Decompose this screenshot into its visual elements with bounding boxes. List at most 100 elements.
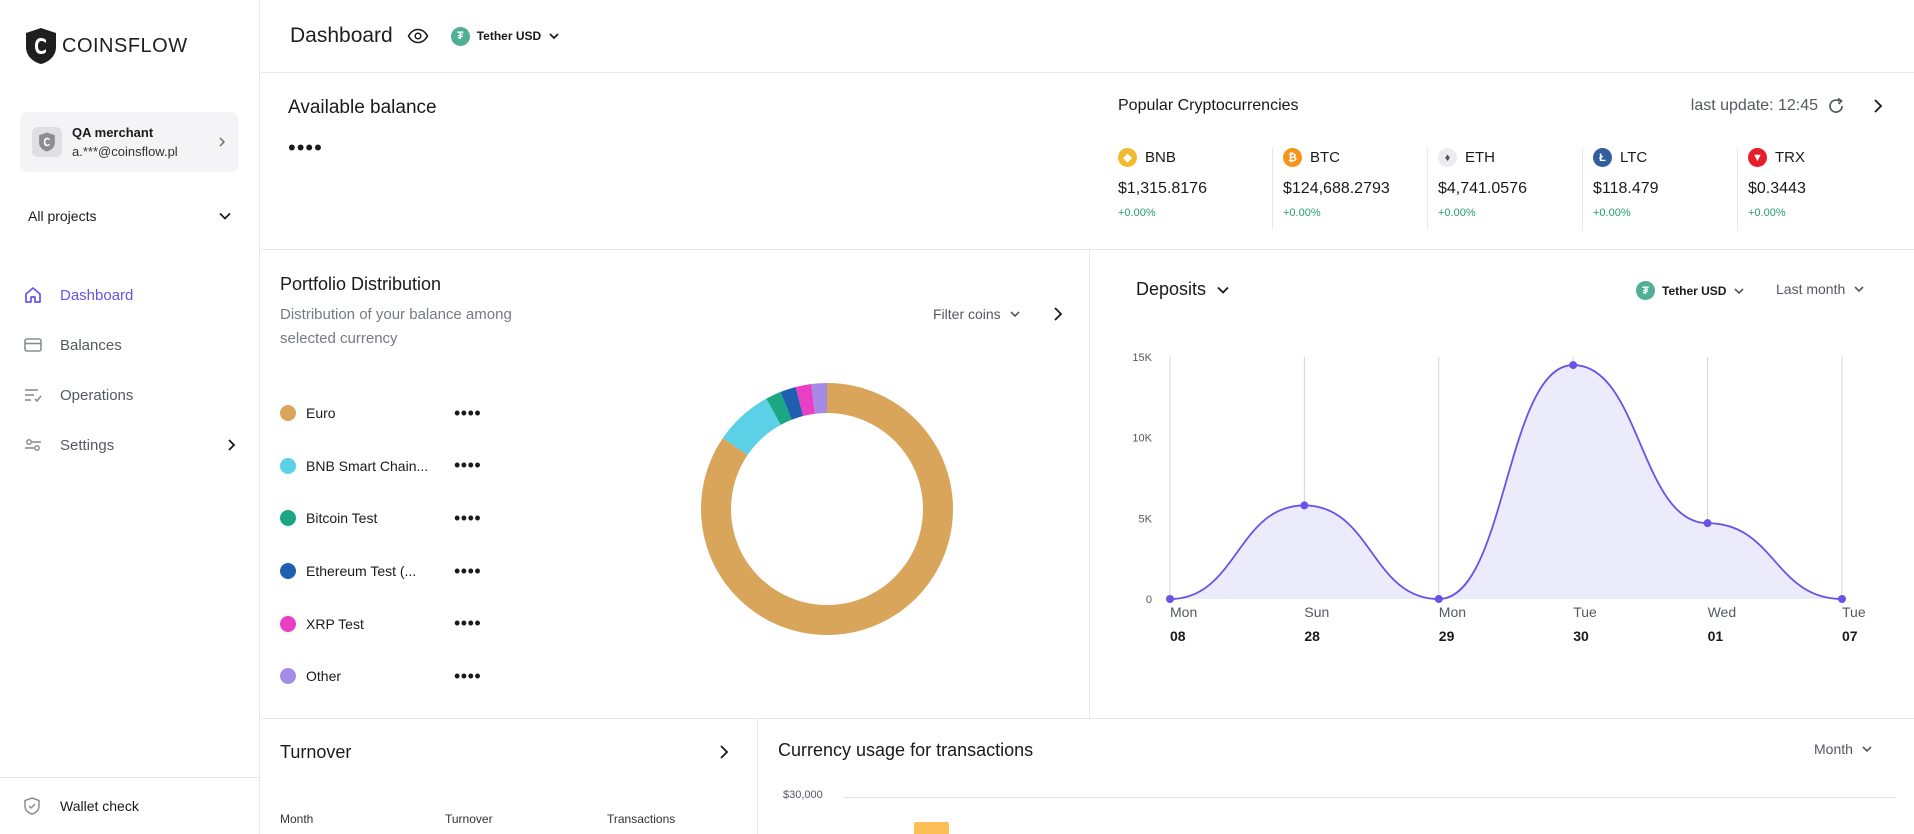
last-update-text: last update: 12:45 [1690,97,1818,114]
legend-label: XRP Test [306,615,364,632]
page-title: Dashboard [290,24,393,47]
coin-price: $124,688.2793 [1283,180,1390,197]
coin-symbol: LTC [1620,149,1648,166]
btc-icon: ₿ [1283,148,1302,167]
sidebar-item-dashboard[interactable]: Dashboard [22,270,238,320]
legend-item: Euro •••• [280,387,481,440]
coin-change: +0.00% [1748,207,1786,219]
balance-value: •••• [288,135,323,160]
last-update: last update: 12:45 [1691,96,1888,116]
coin-card-trx[interactable]: ▼ TRX $0.3443 +0.00% [1738,148,1893,230]
data-point[interactable] [1166,595,1174,603]
data-point[interactable] [1434,595,1443,603]
home-icon [22,284,44,306]
popular-title: Popular Cryptocurrencies [1118,97,1299,114]
y-tick-label: 0 [1146,594,1152,606]
filter-coins-dropdown[interactable]: Filter coins [933,306,1021,322]
divider [757,719,758,834]
coin-card-btc[interactable]: ₿ BTC $124,688.2793 +0.00% [1273,148,1428,230]
sidebar-item-label: Dashboard [60,286,134,304]
data-point[interactable] [1300,501,1309,510]
donut-slice[interactable] [701,383,953,635]
legend-value: •••• [454,665,482,686]
coin-price: $0.3443 [1748,180,1806,197]
sidebar-item-label: Balances [60,336,122,354]
x-tick-date: 30 [1573,628,1589,644]
deposits-currency-value: Tether USD [1662,283,1727,298]
projects-select[interactable]: All projects [28,208,232,224]
legend-label: Ethereum Test (... [306,563,417,580]
donut-slice[interactable] [780,386,804,420]
list-check-icon [22,384,44,406]
refresh-icon[interactable] [1826,96,1846,116]
x-tick-day: Tue [1842,604,1866,620]
legend-value: •••• [454,560,482,581]
coin-price: $4,741.0576 [1438,180,1527,197]
wallet-check-label: Wallet check [60,798,139,814]
ltc-icon: Ł [1593,148,1612,167]
donut-slice[interactable] [795,383,816,417]
deposits-period-select[interactable]: Last month [1776,281,1865,297]
usage-period-value: Month [1814,741,1853,757]
donut-slice[interactable] [811,383,828,414]
chevron-right-icon[interactable] [1868,96,1888,116]
data-point[interactable] [1838,595,1846,603]
chevron-right-icon [228,439,236,451]
legend-dot [280,563,296,580]
divider [1089,250,1090,718]
sidebar-item-label: Settings [60,436,115,454]
logo[interactable]: COINSFLOW [24,27,188,65]
legend-item: XRP Test •••• [280,597,481,650]
portfolio-donut-chart[interactable] [700,382,954,636]
available-balance: Available balance •••• [288,97,437,161]
coin-card-ltc[interactable]: Ł LTC $118.479 +0.00% [1583,148,1738,230]
deposits-chart[interactable]: 0 5K 10K 15K Mon 08 Sun 28 Mon 29 Tue 30 Wed 01 Tue 07 [1118,340,1888,650]
coin-symbol: ETH [1465,149,1495,166]
data-point[interactable] [1703,519,1712,528]
y-tick-label: 10K [1132,433,1152,445]
legend-dot [280,405,296,422]
coin-card-eth[interactable]: ♦ ETH $4,741.0576 +0.00% [1428,148,1583,230]
chevron-right-icon[interactable] [1050,306,1066,322]
turnover-table-header: Month Turnover Transactions [280,812,675,826]
sidebar-item-settings[interactable]: Settings [22,420,238,470]
balance-title: Available balance [288,97,437,118]
eth-icon: ♦ [1438,148,1457,167]
deposits-period-value: Last month [1776,281,1846,297]
legend-value: •••• [454,402,482,423]
legend-label: Euro [306,405,336,422]
merchant-card[interactable]: QA merchant a.***@coinsflow.pl [20,112,239,172]
legend-dot [280,510,296,527]
deposits-dropdown[interactable]: Deposits [1136,279,1230,300]
coin-card-bnb[interactable]: ◆ BNB $1,315.8176 +0.00% [1118,148,1273,230]
bnb-icon: ◆ [1118,148,1137,167]
currency-select-value: Tether USD [476,29,542,43]
coin-price: $118.479 [1593,180,1659,197]
usage-bar[interactable] [914,822,949,834]
chevron-down-icon [1217,286,1229,294]
portfolio-title: Portfolio Distribution [280,274,442,294]
usage-period-select[interactable]: Month [1814,741,1873,757]
coin-price: $1,315.8176 [1118,180,1207,197]
eye-icon[interactable] [407,28,429,44]
coin-change: +0.00% [1438,207,1476,219]
donut-slice[interactable] [722,398,782,456]
legend-value: •••• [454,613,482,634]
currency-select[interactable]: ₮ Tether USD [450,26,560,46]
chevron-down-icon [549,33,559,40]
usage-gridline [843,797,1896,798]
donut-slice[interactable] [766,391,792,425]
sidebar-item-operations[interactable]: Operations [22,370,238,420]
y-tick-label: 5K [1139,513,1153,525]
sidebar-item-balances[interactable]: Balances [22,320,238,370]
card-icon [22,334,44,356]
chevron-down-icon [219,212,231,220]
deposits-currency-select[interactable]: ₮ Tether USD [1636,281,1745,300]
x-tick-date: 07 [1842,628,1858,644]
usage-title: Currency usage for transactions [778,740,1034,760]
legend-dot [280,615,296,632]
shield-check-icon [22,796,42,816]
wallet-check-link[interactable]: Wallet check [0,777,260,834]
chevron-right-icon[interactable] [716,744,732,760]
data-point[interactable] [1569,361,1578,370]
